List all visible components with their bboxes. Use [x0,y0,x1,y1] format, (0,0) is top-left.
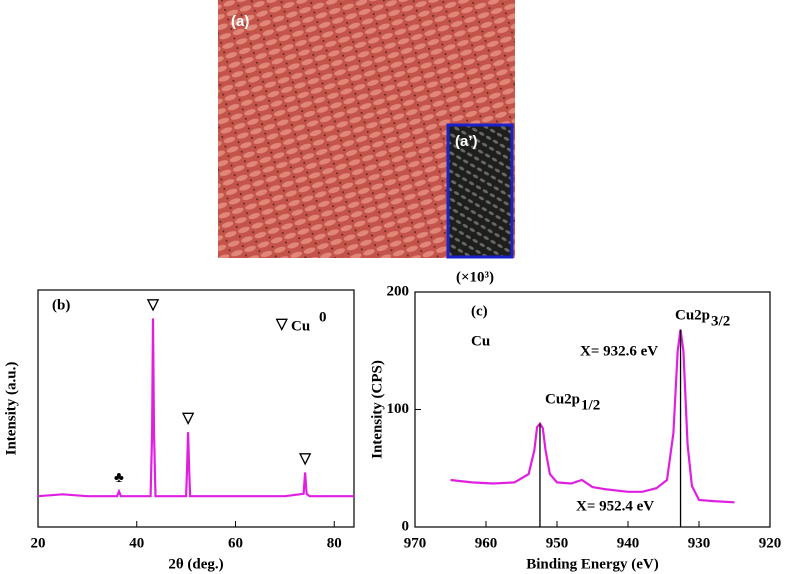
element-label: Cu [471,333,490,349]
reference-label: X= 952.4 eV [576,498,654,514]
legend-marker: ▽ [275,316,288,332]
peak-subscript: 1/2 [581,397,600,413]
panel-label: (c) [471,303,488,319]
peak-marker: ▽ [181,411,194,427]
y-axis-label: Intensity (CPS) [369,360,385,459]
plot-frame [37,289,355,528]
reference-label: X= 932.6 eV [580,343,658,359]
y-tick-label: 0 [402,518,410,534]
peak-label: Cu2p [545,391,580,407]
x-tick-label: 40 [129,535,144,551]
legend-superscript: 0 [319,309,327,325]
x-tick-label: 970 [404,535,427,551]
y-tick-label: 100 [387,401,410,417]
y-multiplier: (×10³) [456,269,494,285]
inset-photo [446,123,514,259]
panel-label: (b) [52,297,70,313]
peak-marker: ▽ [298,451,311,467]
x-tick-label: 920 [759,535,782,551]
inset-label: (a’) [455,133,478,150]
spectrum-line [37,318,354,498]
x-tick-label: 80 [327,535,342,551]
x-tick-label: 930 [688,535,711,551]
peak-subscript: 3/2 [711,313,730,329]
peak-marker: ♣ [114,470,124,486]
peak-label: Cu2p [675,307,710,323]
legend-text: Cu [291,318,310,334]
y-axis-label: Intensity (a.u.) [3,362,19,456]
y-tick-label: 200 [387,283,410,299]
x-axis-label: 2θ (deg.) [168,556,223,572]
spectrum-line [450,329,735,504]
photo-label: (a) [231,13,249,30]
x-tick-label: 960 [475,535,498,551]
x-tick-label: 60 [228,535,243,551]
x-tick-label: 950 [546,535,569,551]
x-tick-label: 940 [617,535,640,551]
peak-marker: ▽ [146,297,159,313]
x-axis-label: Binding Energy (eV) [526,556,659,572]
x-tick-label: 20 [31,535,46,551]
